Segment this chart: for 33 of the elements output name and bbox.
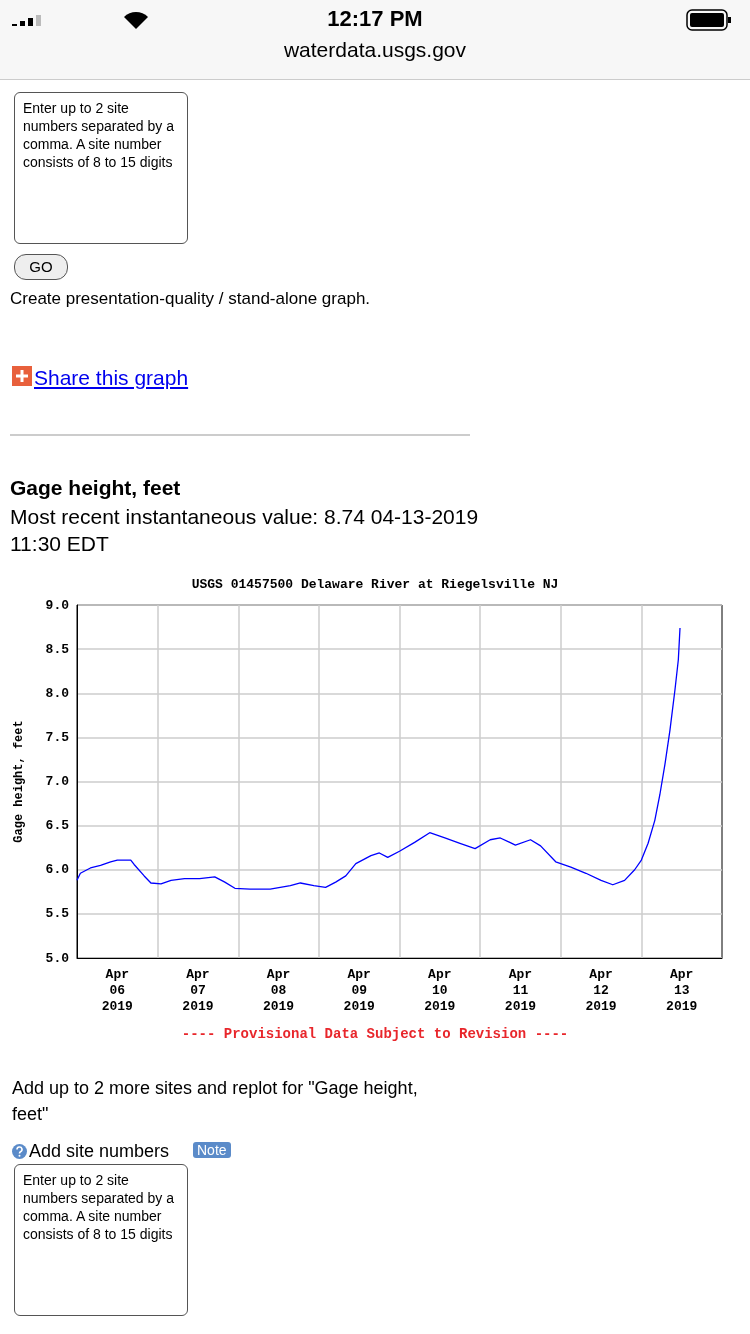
text: ---- Provisional Data Subject to Revision ---- xyxy=(181,1026,569,1042)
x-tick-label: Apr 06 2019 xyxy=(101,966,134,1014)
y-tick-label: 8.5 xyxy=(45,641,70,657)
x-tick-label: Apr 13 2019 xyxy=(666,966,698,1014)
y-tick-label: 6.5 xyxy=(45,818,70,834)
text: Enter up to 2 site numbers separated by a comma. A site number consists of 8 to 15 digits xyxy=(14,1164,188,1316)
x-tick-label: Apr 11 2019 xyxy=(504,966,537,1014)
text: Add site numbers xyxy=(29,1141,170,1162)
y-tick-label: 7.0 xyxy=(45,774,70,789)
text: waterdata.usgs.gov xyxy=(282,38,468,62)
y-tick-label: 7.5 xyxy=(45,729,70,745)
text: Gage height, feet xyxy=(10,476,181,500)
y-tick-label: 6.0 xyxy=(45,862,70,878)
text: Enter up to 2 site numbers separated by a comma. A site number consists of 8 to 15 digits xyxy=(14,92,188,244)
text: Add up to 2 more sites and replot for "Gage height, feet" xyxy=(12,1077,419,1126)
x-tick-label: Apr 09 2019 xyxy=(343,966,375,1014)
x-tick-label: Apr 12 2019 xyxy=(585,966,617,1014)
chart-subtitle: Most recent instantaneous value: 8.74 04-13-2019 11:30 EDT xyxy=(10,504,480,557)
text: 12:17 PM xyxy=(326,6,424,32)
x-tick-label: Apr 08 2019 xyxy=(262,966,295,1014)
chart-title: USGS 01457500 Delaware River at Riegelsville NJ xyxy=(191,577,559,592)
line-series xyxy=(76,627,681,890)
y-axis-title: Gage height, feet xyxy=(12,720,26,843)
y-tick-label: 8.0 xyxy=(45,685,70,701)
y-tick-label: 9.0 xyxy=(45,597,70,613)
y-tick-label: 5.0 xyxy=(45,950,70,966)
text: GO xyxy=(14,254,68,280)
text: Create presentation-quality / stand-alone graph. xyxy=(10,289,371,309)
x-tick-label: Apr 07 2019 xyxy=(182,966,214,1014)
text: Share this graph xyxy=(34,366,189,390)
text: Note xyxy=(193,1142,231,1158)
y-tick-label: 5.5 xyxy=(45,906,70,922)
x-tick-label: Apr 10 2019 xyxy=(424,966,456,1014)
